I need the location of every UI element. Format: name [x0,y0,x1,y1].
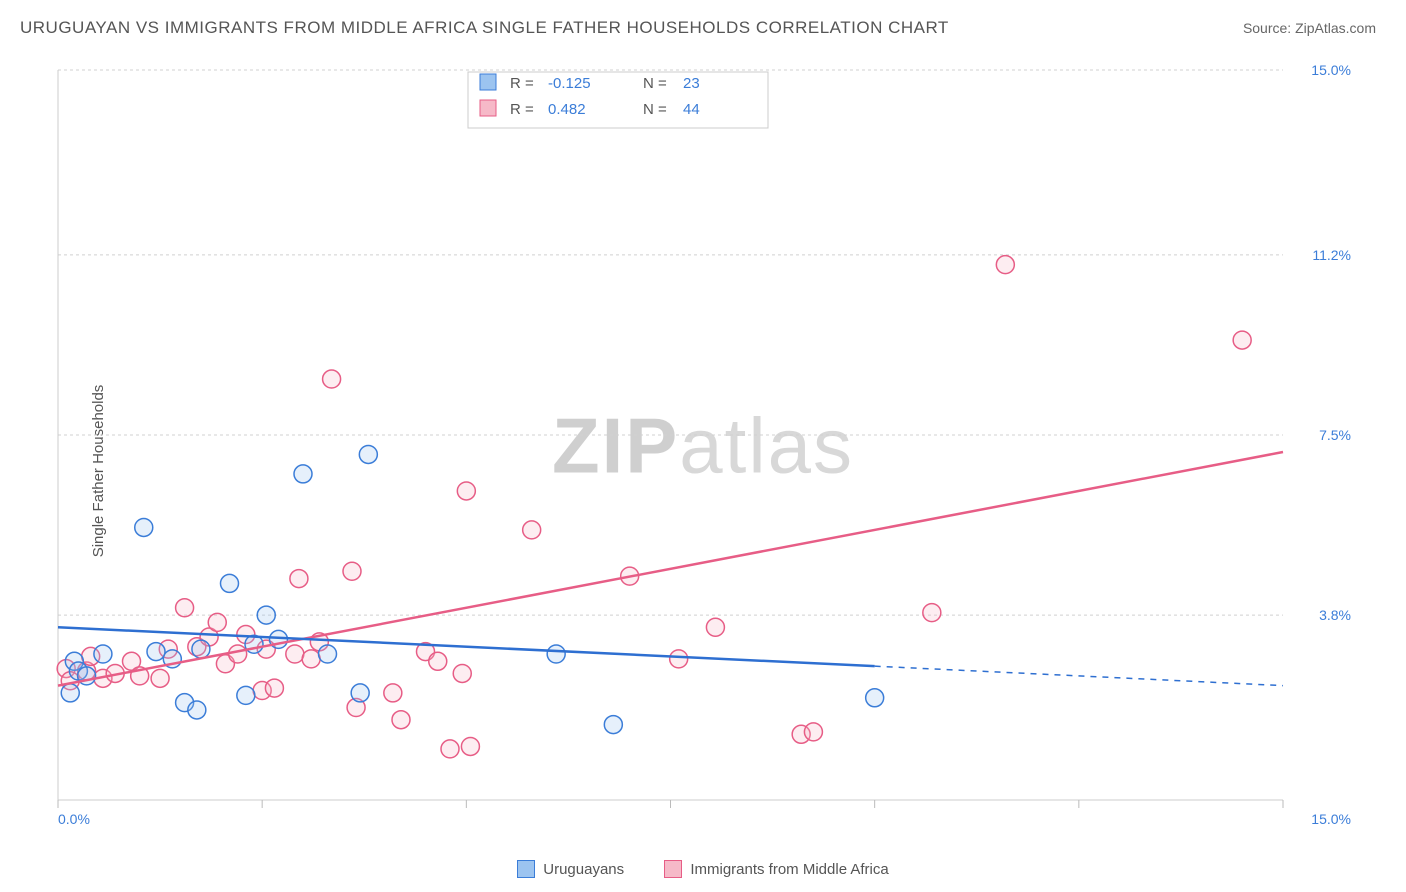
svg-text:-0.125: -0.125 [548,75,591,92]
svg-text:23: 23 [683,75,700,92]
legend-item-blue: Uruguayans [517,860,624,878]
legend-swatch-blue [517,860,535,878]
svg-text:0.482: 0.482 [548,101,586,118]
svg-text:R =: R = [510,75,534,92]
source-name: ZipAtlas.com [1295,20,1376,36]
legend-item-pink: Immigrants from Middle Africa [664,860,888,878]
plot-svg: 15.0% 11.2% 7.5% 3.8% 0.0% 15.0% R = -0.125 N = 2… [48,60,1358,830]
svg-text:0.0%: 0.0% [58,811,90,827]
svg-text:N =: N = [643,101,667,118]
scatter-plot: 15.0% 11.2% 7.5% 3.8% 0.0% 15.0% R = -0.125 N = 2… [48,60,1358,830]
svg-text:3.8%: 3.8% [1319,607,1351,623]
chart-title: URUGUAYAN VS IMMIGRANTS FROM MIDDLE AFRI… [20,18,949,38]
svg-text:15.0%: 15.0% [1311,811,1351,827]
source-prefix: Source: [1243,20,1295,36]
svg-text:15.0%: 15.0% [1311,62,1351,78]
svg-text:7.5%: 7.5% [1319,427,1351,443]
legend-swatch-pink [664,860,682,878]
svg-text:R =: R = [510,101,534,118]
svg-text:44: 44 [683,101,700,118]
bottom-legend: Uruguayans Immigrants from Middle Africa [0,854,1406,892]
legend-label-pink: Immigrants from Middle Africa [690,861,888,878]
chart-area: Single Father Households ZIPatlas 15.0%1… [0,50,1406,892]
chart-source: Source: ZipAtlas.com [1243,20,1376,36]
svg-text:11.2%: 11.2% [1312,247,1351,263]
legend-label-blue: Uruguayans [543,861,624,878]
svg-text:N =: N = [643,75,667,92]
chart-header: URUGUAYAN VS IMMIGRANTS FROM MIDDLE AFRI… [0,0,1406,48]
